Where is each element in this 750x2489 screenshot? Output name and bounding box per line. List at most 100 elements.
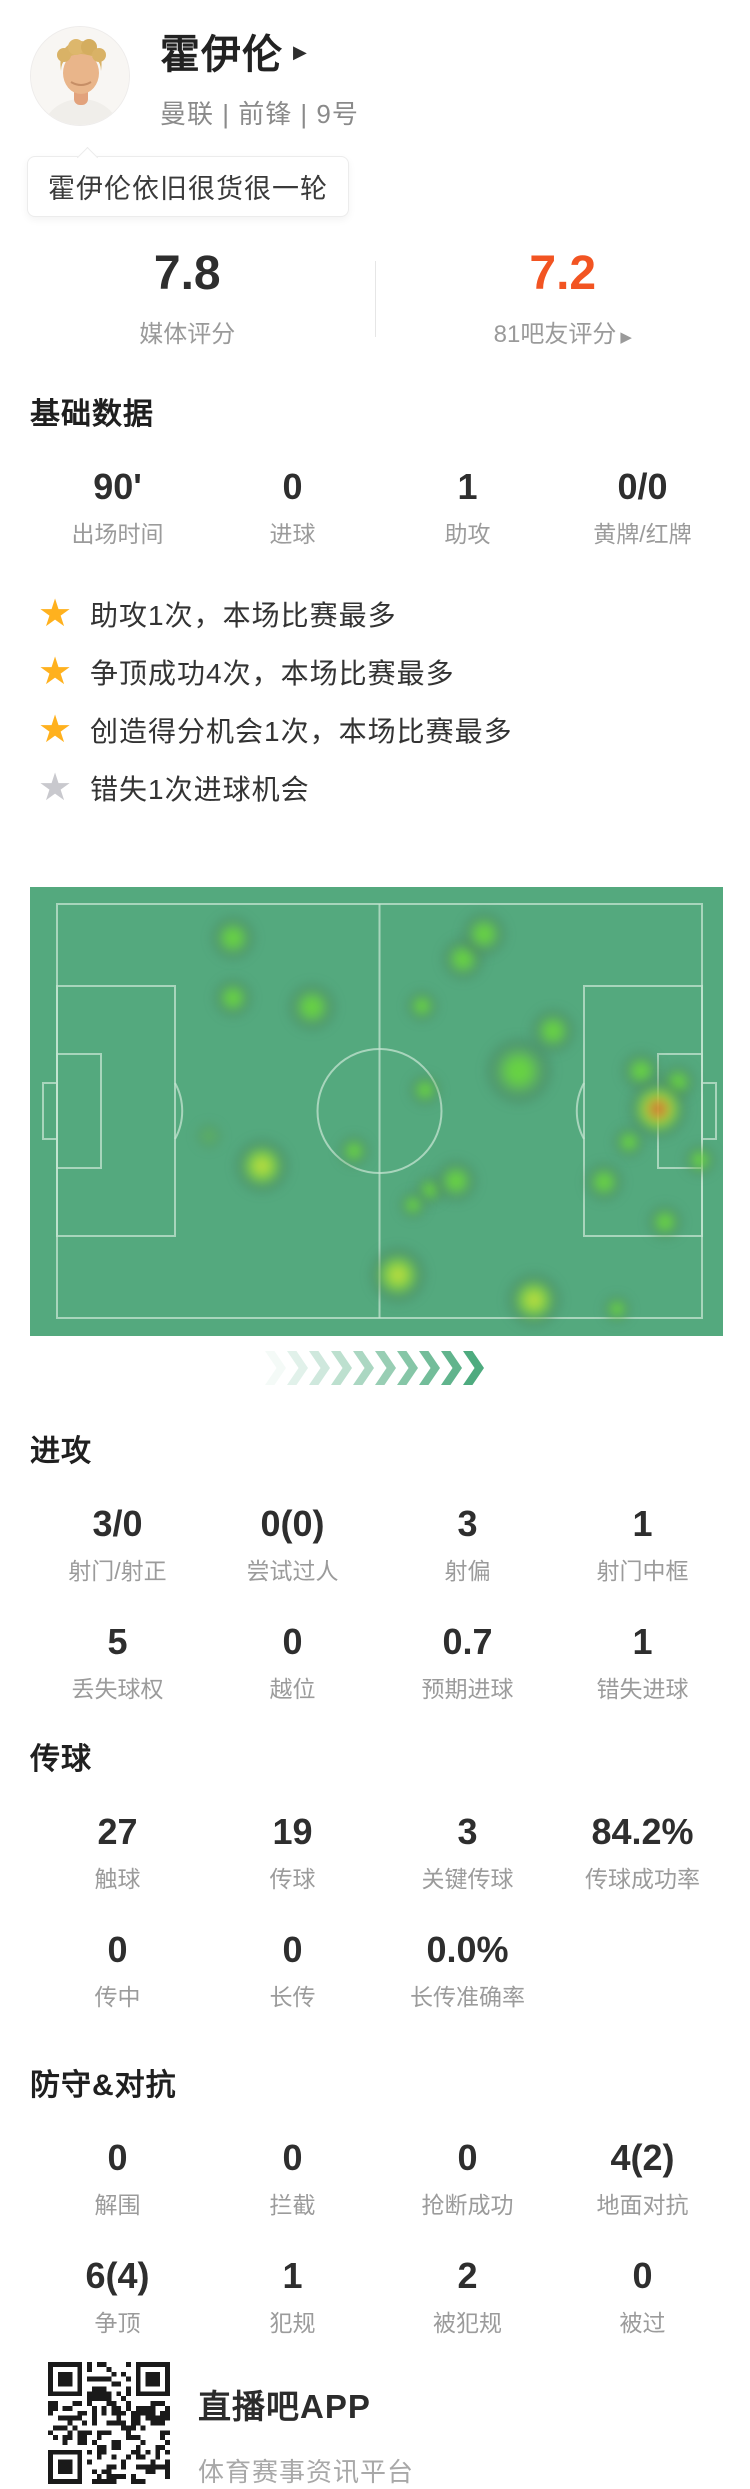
stat-big-chance-missed: 1 错失进球 — [555, 1622, 730, 1704]
stat-crosses: 0 传中 — [30, 1930, 205, 2012]
stat-label: 长传准确率 — [380, 1978, 555, 2012]
stat-xg: 0.7 预期进球 — [380, 1622, 555, 1704]
heat-blob — [460, 910, 508, 958]
highlight-item: ★ 争顶成功4次，本场比赛最多 — [34, 651, 750, 693]
heat-blob — [408, 1073, 442, 1107]
stat-value: 5 — [30, 1622, 205, 1662]
stat-value: 0.0% — [380, 1930, 555, 1970]
stat-clearances: 0 解围 — [30, 2138, 205, 2220]
chevron-right-icon — [331, 1351, 352, 1385]
stat-label: 尝试过人 — [205, 1552, 380, 1586]
stat-value: 0 — [30, 2138, 205, 2178]
stat-assists: 1 助攻 — [380, 467, 555, 549]
heat-blob — [612, 1125, 646, 1159]
heat-blob — [646, 1203, 684, 1241]
stat-label: 地面对抗 — [555, 2186, 730, 2220]
chevron-right-icon — [419, 1351, 440, 1385]
heat-blob — [286, 981, 338, 1033]
comment-tag-bubble: 霍伊伦依旧很货很一轮 — [27, 156, 349, 217]
stat-value: 0(0) — [205, 1504, 380, 1544]
highlight-item: ★ 错失1次进球机会 — [34, 767, 750, 809]
stat-value: 1 — [555, 1622, 730, 1662]
stat-value: 1 — [380, 467, 555, 507]
stat-label: 错失进球 — [555, 1670, 730, 1704]
stat-label: 触球 — [30, 1860, 205, 1894]
stat-empty — [555, 1930, 730, 2012]
stat-value: 27 — [30, 1812, 205, 1852]
section-title-defense: 防守&对抗 — [30, 2060, 750, 2104]
heat-blob — [337, 1134, 371, 1168]
fans-rating[interactable]: 7.2 81吧友评分▶ — [376, 250, 750, 349]
stat-label: 进球 — [205, 515, 380, 549]
stat-long-ball-accuracy: 0.0% 长传准确率 — [380, 1930, 555, 2012]
stat-value: 0 — [205, 1930, 380, 1970]
highlight-text: 争顶成功4次，本场比赛最多 — [90, 652, 455, 692]
player-header: 霍伊伦 ▶ 曼联 | 前锋 | 9号 — [30, 26, 750, 126]
stat-label: 传球 — [205, 1860, 380, 1894]
heat-blob — [405, 989, 439, 1023]
player-detail-arrow-icon[interactable]: ▶ — [293, 42, 307, 63]
stat-label: 争顶 — [30, 2304, 205, 2338]
star-icon: ★ — [34, 653, 76, 691]
stat-label: 拦截 — [205, 2186, 380, 2220]
stat-passes: 19 传球 — [205, 1812, 380, 1894]
stat-value: 0/0 — [555, 467, 730, 507]
stat-label: 丢失球权 — [30, 1670, 205, 1704]
stat-label: 解围 — [30, 2186, 205, 2220]
stat-fouls: 1 犯规 — [205, 2256, 380, 2338]
stat-value: 0 — [380, 2138, 555, 2178]
stat-possession-lost: 5 丢失球权 — [30, 1622, 205, 1704]
stat-key-passes: 3 关键传球 — [380, 1812, 555, 1894]
stat-value: 0.7 — [380, 1622, 555, 1662]
heat-blob — [212, 977, 254, 1019]
stat-label: 射偏 — [380, 1552, 555, 1586]
stat-value: 6(4) — [30, 2256, 205, 2296]
heat-blob — [433, 1158, 479, 1204]
stat-label: 预期进球 — [380, 1670, 555, 1704]
stat-interceptions: 0 拦截 — [205, 2138, 380, 2220]
player-avatar[interactable] — [30, 26, 130, 126]
ratings-row: 7.8 媒体评分 7.2 81吧友评分▶ — [0, 249, 750, 349]
media-rating-label: 媒体评分 — [0, 314, 375, 349]
chevron-right-icon — [463, 1351, 484, 1385]
comment-tag-text: 霍伊伦依旧很货很一轮 — [27, 156, 349, 217]
qr-code — [48, 2362, 170, 2484]
app-description: 体育赛事资讯平台 — [198, 2452, 414, 2489]
stat-value: 84.2% — [555, 1812, 730, 1852]
fans-rating-label-text: 81吧友评分 — [494, 321, 617, 348]
heat-blob — [529, 1007, 577, 1055]
stat-label: 关键传球 — [380, 1860, 555, 1894]
stat-long-balls: 0 长传 — [205, 1930, 380, 2012]
heat-blob — [583, 1161, 625, 1203]
stat-value: 3 — [380, 1504, 555, 1544]
chevron-right-icon — [441, 1351, 462, 1385]
media-rating: 7.8 媒体评分 — [0, 250, 375, 349]
app-name: 直播吧APP — [198, 2380, 414, 2428]
stat-value: 1 — [205, 2256, 380, 2296]
attack-direction-chevrons-icon — [0, 1350, 750, 1386]
player-name[interactable]: 霍伊伦 — [160, 22, 283, 80]
stat-was-fouled: 2 被犯规 — [380, 2256, 555, 2338]
stat-pass-accuracy: 84.2% 传球成功率 — [555, 1812, 730, 1894]
player-heatmap-pitch — [30, 887, 723, 1336]
stat-label: 越位 — [205, 1670, 380, 1704]
highlight-text: 助攻1次，本场比赛最多 — [90, 594, 397, 634]
player-match-stats-page: 霍伊伦 ▶ 曼联 | 前锋 | 9号 霍伊伦依旧很货很一轮 7.8 媒体评分 7… — [0, 26, 750, 2421]
stat-ground-duels: 4(2) 地面对抗 — [555, 2138, 730, 2220]
stat-value: 0 — [205, 467, 380, 507]
fans-rating-label[interactable]: 81吧友评分▶ — [376, 314, 750, 349]
stat-offsides: 0 越位 — [205, 1622, 380, 1704]
heat-blob — [368, 1245, 428, 1305]
chevron-right-icon — [265, 1351, 286, 1385]
chevron-right-icon — [375, 1351, 396, 1385]
highlight-item: ★ 助攻1次，本场比赛最多 — [34, 593, 750, 635]
highlight-text: 创造得分机会1次，本场比赛最多 — [90, 710, 513, 750]
stat-cards: 0/0 黄牌/红牌 — [555, 467, 730, 549]
heat-blob — [505, 1271, 563, 1329]
fans-rating-arrow-icon: ▶ — [620, 329, 632, 346]
stat-value: 2 — [380, 2256, 555, 2296]
player-photo — [31, 27, 130, 126]
stat-shots: 3/0 射门/射正 — [30, 1504, 205, 1586]
stat-label: 长传 — [205, 1978, 380, 2012]
highlight-item: ★ 创造得分机会1次，本场比赛最多 — [34, 709, 750, 751]
